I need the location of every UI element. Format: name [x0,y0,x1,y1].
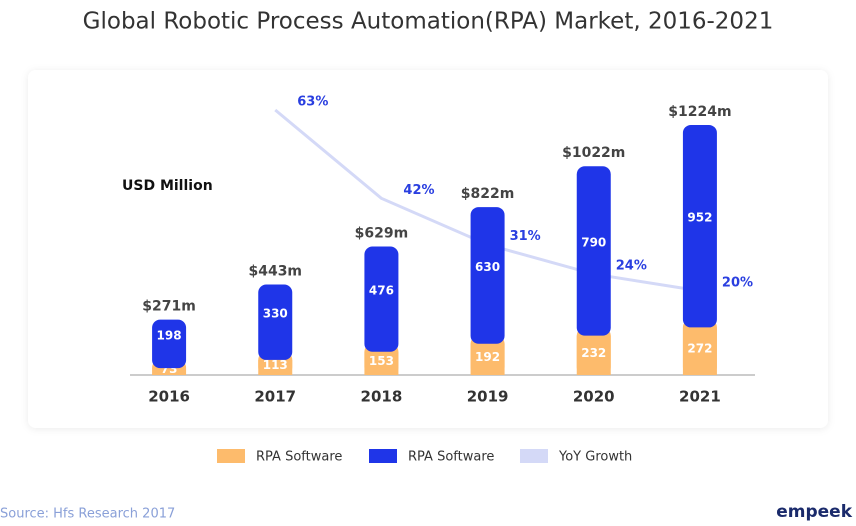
bar-segment [470,207,505,344]
total-label: $271m [142,299,196,315]
total-label: $443m [248,264,302,280]
growth-label: 63% [297,95,328,110]
chart-title: Global Robotic Process Automation(RPA) M… [83,9,774,35]
bar-base [258,359,293,375]
segment-label: 153 [369,354,394,368]
bar-base [576,335,611,375]
segment-label: 232 [581,346,606,360]
legend-label: RPA Software [256,450,342,465]
bar-base [470,343,505,375]
source: Source: Hfs Research 2017 [0,507,175,522]
growth-label: 42% [403,183,434,198]
x-tick-label: 2021 [679,388,721,406]
x-tick-label: 2018 [361,388,403,406]
growth-label: 20% [722,275,753,290]
y-axis-label: USD Million [122,178,213,194]
total-label: $822m [461,186,515,202]
bar-segment [258,284,293,360]
brand: empeek [776,502,852,522]
growth-label: 31% [510,229,541,244]
x-tick-label: 2020 [573,388,615,406]
bar-base [682,327,717,375]
x-tick-label: 2017 [254,388,296,406]
legend-label: RPA Software [408,450,494,465]
x-tick-label: 2016 [148,388,190,406]
segment-label: 476 [369,284,394,298]
growth-label: 24% [616,259,647,274]
segment-label: 330 [263,307,288,321]
segment-label: 192 [475,350,500,364]
total-label: $1224m [668,104,731,120]
legend-label: YoY Growth [558,450,632,465]
bar-segment [682,124,717,328]
x-tick-label: 2019 [467,388,509,406]
legend-swatch [217,449,245,463]
bar-segment [576,166,611,336]
segment-label: 198 [157,328,182,342]
segment-label: 952 [687,211,712,225]
segment-label: 272 [687,342,712,356]
segment-label: 113 [263,358,288,372]
total-label: $1022m [562,145,625,161]
bar-segment [152,319,187,369]
bar-segment [364,246,399,352]
bar-base [152,368,187,375]
segment-label: 790 [581,235,606,249]
bar-base [364,351,399,375]
segment-label: 630 [475,260,500,274]
legend-swatch [520,449,548,463]
card [28,70,828,428]
legend-swatch [369,449,397,463]
total-label: $629m [355,226,409,242]
